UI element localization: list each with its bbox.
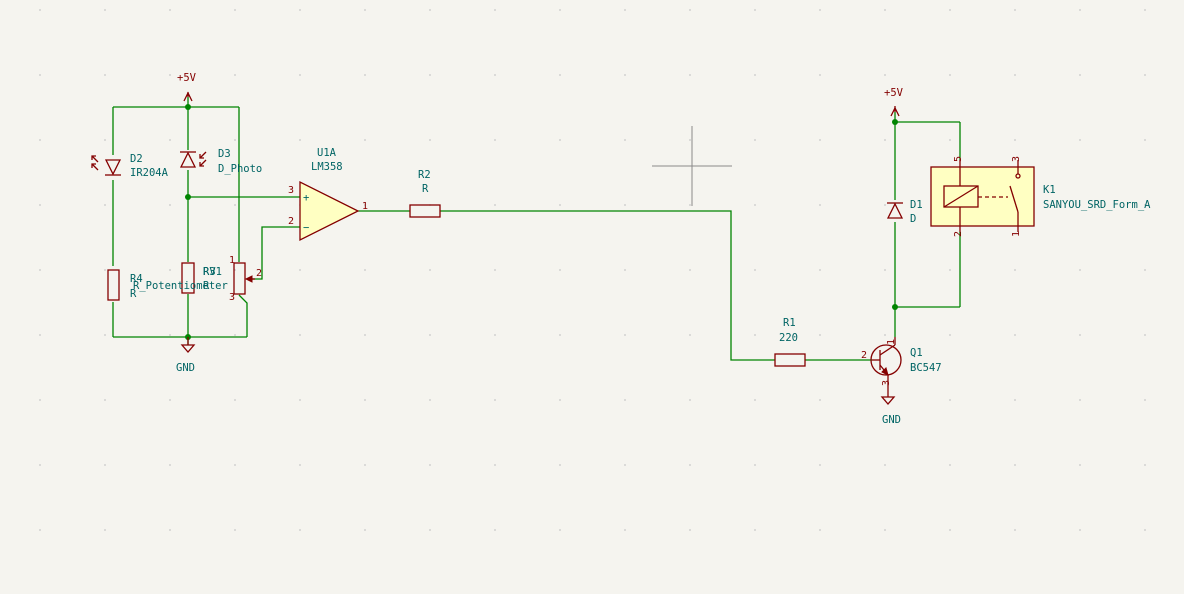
component-rv1-potentiometer[interactable]: 2 1 3 RV1 R_Potentiometer (133, 255, 262, 303)
svg-text:2: 2 (861, 350, 867, 361)
svg-text:R: R (203, 280, 210, 292)
component-d3-photodiode[interactable]: D3 D_Photo (179, 148, 262, 175)
wires (112, 97, 961, 361)
svg-text:220: 220 (779, 332, 798, 344)
svg-text:1: 1 (229, 255, 235, 266)
svg-text:D3: D3 (218, 148, 231, 160)
power-symbol-left-5v[interactable]: +5V (177, 72, 197, 102)
svg-text:R4: R4 (130, 273, 143, 285)
svg-text:1: 1 (362, 201, 368, 212)
svg-text:GND: GND (176, 362, 195, 374)
svg-text:R2: R2 (418, 169, 431, 181)
svg-text:SANYOU_SRD_Form_A: SANYOU_SRD_Form_A (1043, 199, 1151, 211)
svg-text:5: 5 (953, 156, 964, 162)
svg-text:2: 2 (953, 231, 964, 237)
component-d2-ir-led[interactable]: D2 IR204A (91, 153, 169, 179)
component-r2-resistor[interactable]: R2 R (409, 169, 441, 218)
component-d1-diode[interactable]: D1 D (886, 199, 923, 225)
svg-text:1: 1 (1011, 231, 1022, 237)
svg-text:R1: R1 (783, 317, 796, 329)
svg-text:BC547: BC547 (910, 362, 942, 374)
ground-symbol-right[interactable]: GND (880, 388, 901, 426)
component-k1-relay[interactable]: 5 2 3 1 K1 SANYOU_SRD_Form_A (930, 156, 1151, 237)
svg-text:3: 3 (229, 292, 235, 303)
svg-text:R: R (422, 183, 429, 195)
svg-text:+5V: +5V (884, 87, 904, 99)
svg-text:GND: GND (882, 414, 901, 426)
svg-text:2: 2 (256, 268, 262, 279)
svg-text:RV1: RV1 (203, 266, 222, 278)
svg-text:3: 3 (881, 380, 892, 386)
svg-text:D2: D2 (130, 153, 143, 165)
svg-text:+: + (303, 192, 309, 204)
svg-text:LM358: LM358 (311, 161, 343, 173)
svg-text:R3: R3 (203, 266, 216, 278)
grid-dots (39, 9, 1146, 531)
svg-text:3: 3 (288, 185, 294, 196)
svg-text:IR204A: IR204A (130, 167, 169, 179)
crosshair-cursor-icon (652, 126, 732, 206)
junctions (185, 104, 898, 340)
svg-text:R: R (130, 288, 137, 300)
svg-text:R_Potentiometer: R_Potentiometer (133, 280, 228, 292)
component-q1-transistor[interactable]: 2 1 3 Q1 BC547 (861, 337, 942, 388)
svg-text:+5V: +5V (177, 72, 197, 84)
ground-symbol-left[interactable]: GND (176, 337, 196, 374)
component-r1-resistor[interactable]: R1 220 (774, 317, 806, 367)
svg-text:1: 1 (886, 339, 897, 345)
component-u1a-opamp[interactable]: + − 3 2 1 U1A LM358 (288, 147, 368, 242)
svg-text:3: 3 (1011, 156, 1022, 162)
component-r4-resistor[interactable]: R4 R (107, 269, 143, 301)
component-r3-resistor[interactable]: R3 R (181, 262, 216, 294)
power-symbol-right-5v[interactable]: +5V (884, 87, 904, 117)
svg-text:D_Photo: D_Photo (218, 163, 262, 175)
svg-text:D1: D1 (910, 199, 923, 211)
svg-text:2: 2 (288, 216, 294, 227)
svg-text:U1A: U1A (317, 147, 337, 159)
svg-text:K1: K1 (1043, 184, 1056, 196)
svg-text:Q1: Q1 (910, 347, 923, 359)
svg-text:D: D (910, 213, 916, 225)
svg-text:−: − (303, 222, 309, 234)
